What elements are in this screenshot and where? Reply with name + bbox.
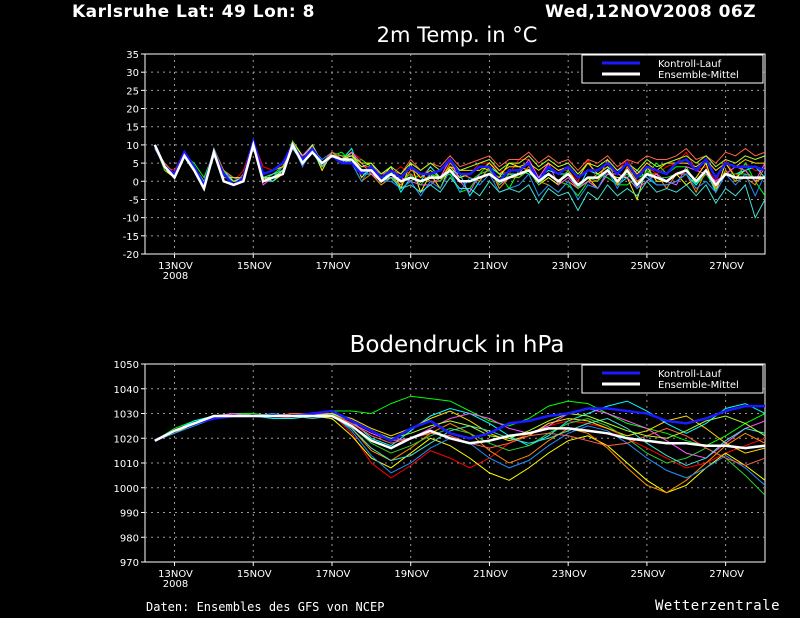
temp-legend-label-ensemble-mittel: Ensemble-Mittel — [658, 70, 739, 81]
temp-x-tick-label: 13NOV — [158, 261, 193, 272]
temp-chart-title: 2m Temp. in °C — [377, 23, 538, 47]
pressure-x-tick-label: 21NOV — [473, 569, 508, 580]
temp-y-tick-label: 30 — [126, 68, 139, 79]
pressure-legend-label-kontroll-lauf: Kontroll-Lauf — [658, 369, 722, 380]
pressure-chart-title: Bodendruck in hPa — [350, 332, 565, 358]
pressure-y-tick-label: 1020 — [114, 434, 139, 445]
pressure-x-tick-label: 15NOV — [237, 569, 272, 580]
temp-y-tick-label: 15 — [126, 123, 139, 134]
pressure-ensemble-mittel-line — [154, 414, 765, 450]
temp-x-tick-label: 25NOV — [631, 261, 666, 272]
temp-x-tick-label: 21NOV — [473, 261, 508, 272]
temp-y-tick-label: -15 — [123, 232, 139, 243]
temp-y-tick-label: 20 — [126, 105, 139, 116]
pressure-y-tick-label: 970 — [120, 558, 139, 569]
pressure-legend-label-ensemble-mittel: Ensemble-Mittel — [658, 380, 739, 391]
pressure-chart: Bodendruck in hPa 970 980 990 1000 1010 1020 10… — [114, 332, 766, 590]
temp-plot-frame — [144, 53, 766, 255]
temp-ensemble-mittel-line — [153, 140, 765, 192]
pressure-member-series-line — [154, 415, 765, 494]
temp-kontroll-lauf-line — [153, 136, 765, 189]
temp-y-tick-label: 35 — [126, 50, 139, 61]
pressure-y-tick-label: 1000 — [114, 484, 139, 495]
pressure-x-tick-label: 17NOV — [316, 569, 351, 580]
temp-legend-box — [581, 54, 764, 84]
temp-x-tick-label: 27NOV — [709, 261, 744, 272]
pressure-y-tick-label: 1030 — [114, 410, 139, 421]
pressure-x-tick-sublabel: 2008 — [163, 579, 188, 590]
pressure-x-tick-label: 25NOV — [631, 569, 666, 580]
location-header: Karlsruhe Lat: 49 Lon: 8 — [72, 2, 315, 22]
pressure-legend-box — [581, 364, 764, 394]
run-time-header: Wed,12NOV2008 06Z — [545, 2, 757, 22]
temp-y-tick-label: 10 — [126, 141, 139, 152]
temp-y-tick-label: -5 — [129, 195, 139, 206]
temp-y-tick-label: 25 — [126, 86, 139, 97]
pressure-member-series-line — [154, 412, 765, 496]
temp-y-tick-label: 5 — [133, 159, 139, 170]
pressure-x-tick-label: 13NOV — [158, 569, 193, 580]
pressure-plot-frame — [144, 363, 766, 563]
brand-label: Wetterzentrale — [655, 598, 781, 614]
temp-chart: 2m Temp. in °C -20 -15 -10 -5 0 5 10 15 20 25 30 35 1… — [123, 23, 766, 282]
temp-x-tick-label: 23NOV — [552, 261, 587, 272]
pressure-x-tick-label: 27NOV — [709, 569, 744, 580]
temp-y-tick-label: -10 — [123, 214, 139, 225]
temp-x-tick-label: 15NOV — [237, 261, 272, 272]
temp-y-tick-label: 0 — [133, 177, 139, 188]
pressure-member-series-line — [154, 412, 765, 486]
temp-series-group — [153, 136, 765, 219]
pressure-member-series-line — [154, 410, 765, 454]
temp-x-tick-label: 17NOV — [316, 261, 351, 272]
temp-x-tick-sublabel: 2008 — [163, 271, 188, 282]
pressure-series-group — [154, 395, 765, 496]
temp-x-tick-label: 19NOV — [394, 261, 429, 272]
pressure-y-tick-label: 1010 — [114, 459, 139, 470]
pressure-x-tick-label: 23NOV — [552, 569, 587, 580]
pressure-y-tick-label: 1040 — [114, 385, 139, 396]
temp-legend-label-kontroll-lauf: Kontroll-Lauf — [658, 59, 722, 70]
temp-y-tick-label: -20 — [123, 250, 139, 261]
pressure-x-tick-label: 19NOV — [394, 569, 429, 580]
pressure-y-tick-label: 980 — [120, 533, 139, 544]
pressure-y-tick-label: 990 — [120, 509, 139, 520]
pressure-y-tick-label: 1050 — [114, 360, 139, 371]
data-source-note: Daten: Ensembles des GFS von NCEP — [146, 600, 385, 614]
